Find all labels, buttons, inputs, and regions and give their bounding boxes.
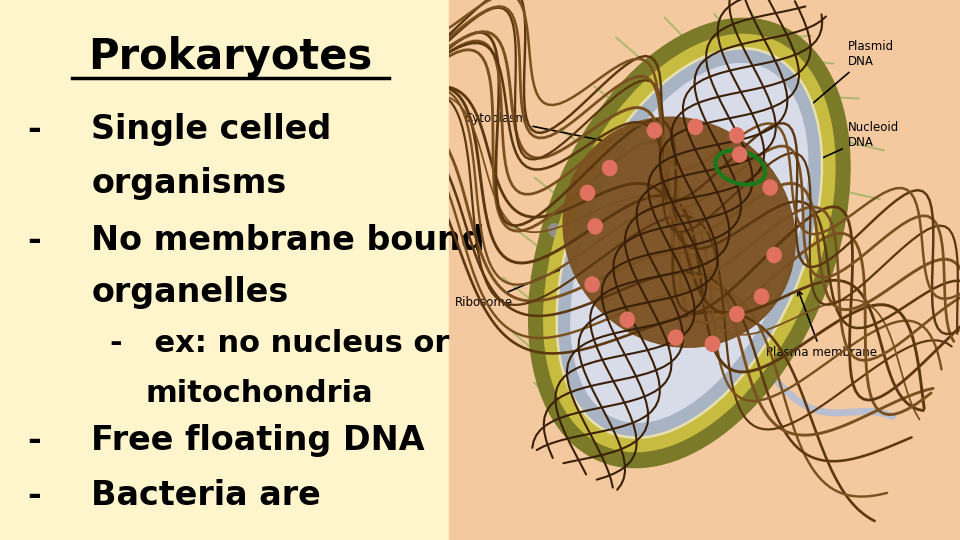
Ellipse shape	[767, 247, 781, 262]
Text: Free floating DNA: Free floating DNA	[91, 423, 425, 457]
Ellipse shape	[730, 307, 744, 322]
Text: mitochondria: mitochondria	[146, 379, 373, 408]
Text: Plasma membrane: Plasma membrane	[766, 291, 876, 360]
Ellipse shape	[581, 185, 594, 200]
Text: Single celled: Single celled	[91, 113, 331, 146]
Text: organisms: organisms	[91, 167, 286, 200]
Text: -: -	[27, 113, 40, 146]
Text: organelles: organelles	[91, 276, 288, 309]
Bar	[449, 0, 960, 540]
Ellipse shape	[588, 219, 602, 234]
Ellipse shape	[668, 330, 683, 345]
Ellipse shape	[763, 180, 778, 195]
Text: -: -	[27, 479, 40, 512]
Text: Ribosome: Ribosome	[454, 255, 593, 309]
Ellipse shape	[543, 35, 835, 451]
Text: Nucleoid
DNA: Nucleoid DNA	[734, 121, 899, 198]
Ellipse shape	[647, 123, 661, 138]
Text: -: -	[27, 423, 40, 457]
Ellipse shape	[706, 336, 720, 352]
Ellipse shape	[688, 119, 703, 134]
Ellipse shape	[620, 312, 635, 327]
Ellipse shape	[559, 50, 820, 436]
Text: Cytoplasm: Cytoplasm	[465, 112, 623, 146]
Ellipse shape	[556, 48, 823, 438]
Ellipse shape	[730, 128, 744, 143]
Text: Bacteria are: Bacteria are	[91, 479, 321, 512]
Ellipse shape	[529, 18, 850, 468]
Text: -: -	[27, 224, 40, 257]
Ellipse shape	[585, 277, 599, 292]
Text: Plasmid
DNA: Plasmid DNA	[755, 40, 894, 153]
Text: No membrane bound: No membrane bound	[91, 224, 485, 257]
Ellipse shape	[732, 147, 747, 162]
Text: -   ex: no nucleus or: - ex: no nucleus or	[110, 329, 450, 359]
Ellipse shape	[571, 64, 807, 422]
Ellipse shape	[564, 117, 795, 347]
Ellipse shape	[548, 224, 565, 239]
Text: Prokaryotes: Prokaryotes	[88, 36, 372, 78]
Ellipse shape	[603, 160, 617, 176]
Ellipse shape	[755, 289, 769, 304]
